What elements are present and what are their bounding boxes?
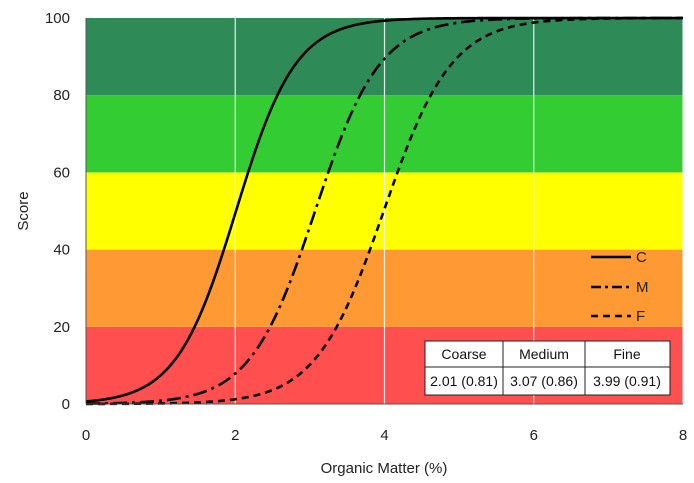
y-tick-label-100: 100 xyxy=(45,10,70,27)
inset-table-frame xyxy=(424,340,671,396)
y-tick-label-80: 80 xyxy=(53,87,70,104)
table-value-fine: 3.99 (0.91) xyxy=(593,373,661,389)
curves xyxy=(85,16,683,406)
y-axis-title: Score xyxy=(15,191,32,230)
inset-table: Coarse Medium Fine 2.01 (0.81) 3.07 (0.8… xyxy=(424,340,671,396)
y-tick-label-20: 20 xyxy=(53,319,70,336)
table-value-coarse: 2.01 (0.81) xyxy=(430,373,498,389)
legend-label-F: F xyxy=(636,308,645,325)
y-tick-label-40: 40 xyxy=(53,242,70,259)
x-tick-label-0: 0 xyxy=(82,427,90,444)
legend-label-C: C xyxy=(636,249,647,266)
x-tick-label-6: 6 xyxy=(530,427,538,444)
y-tick-label-0: 0 xyxy=(62,396,70,413)
table-header-medium: Medium xyxy=(519,346,569,362)
x-tick-label-4: 4 xyxy=(380,427,388,444)
legend: CMF xyxy=(591,249,649,325)
legend-label-M: M xyxy=(636,279,649,296)
x-tick-label-2: 2 xyxy=(231,427,239,444)
axes xyxy=(85,18,683,405)
curve-M xyxy=(85,16,683,405)
table-header-coarse: Coarse xyxy=(441,346,486,362)
x-axis-title: Organic Matter (%) xyxy=(321,460,448,477)
table-header-fine: Fine xyxy=(613,346,640,362)
table-value-medium: 3.07 (0.86) xyxy=(510,373,578,389)
curve-F xyxy=(86,16,683,406)
x-tick-label-8: 8 xyxy=(679,427,687,444)
y-tick-label-60: 60 xyxy=(53,164,70,181)
